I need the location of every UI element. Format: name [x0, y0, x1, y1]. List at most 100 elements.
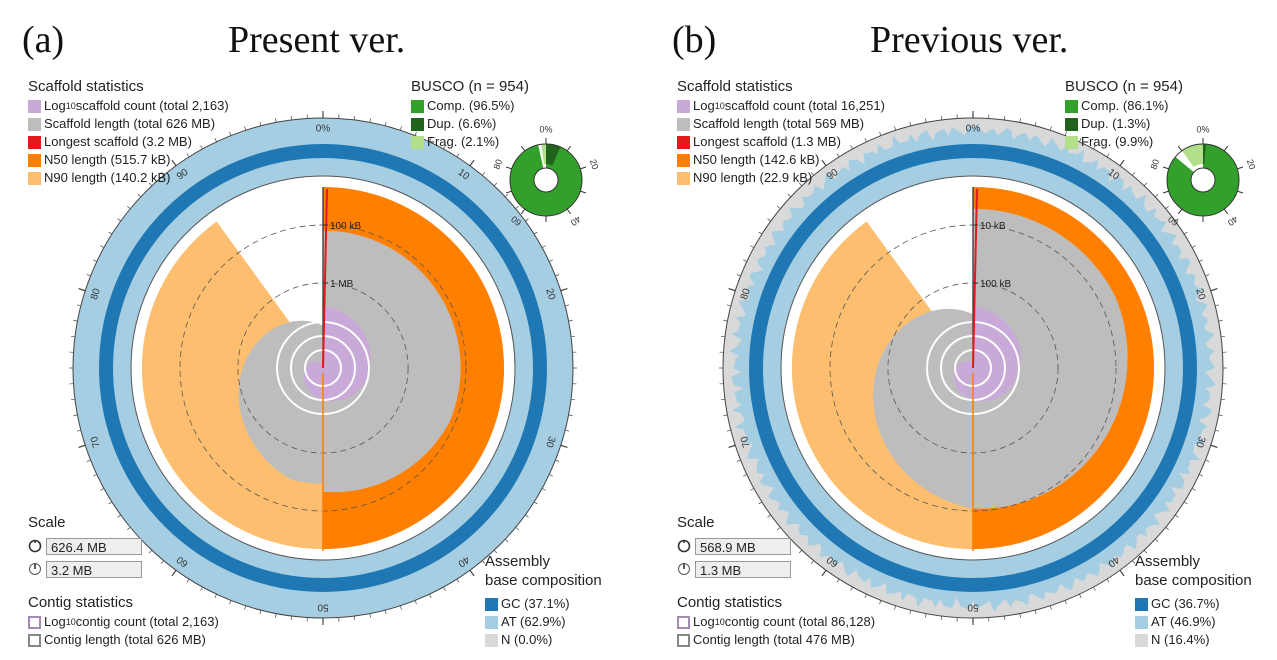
ring-tick — [1106, 153, 1110, 158]
ring-tick — [743, 474, 747, 477]
contig-statistics-legend: Contig statistics Log 10 contig count (to… — [28, 594, 219, 649]
contig-count-label-pre: Log — [693, 614, 715, 629]
ring-tick — [171, 159, 177, 167]
busco-frag-label: Frag. (2.1%) — [427, 134, 500, 149]
busco-tick — [1223, 145, 1229, 152]
radius-icon — [678, 563, 690, 575]
legend-n50: N50 length (515.7 kB) — [28, 151, 229, 169]
ring-tick — [1049, 605, 1052, 610]
ring-tick — [726, 429, 731, 432]
ring-tick — [1165, 527, 1169, 531]
ring-tick — [482, 560, 486, 564]
ring-tick — [429, 138, 432, 142]
n90-label: N90 length (22.9 kB) — [693, 170, 813, 185]
ring-tick-label: 20 — [543, 287, 557, 301]
panel-label: (b) — [672, 19, 717, 61]
ring-tick — [275, 613, 277, 618]
ring-tick — [259, 121, 262, 126]
base-composition-legend: Assembly base composition GC (36.7%) AT … — [1135, 553, 1252, 649]
ring-tick — [259, 610, 262, 615]
busco-dup-arc — [546, 144, 561, 166]
legend-contig-count: Log 10 contig count (total 2,163) — [28, 613, 219, 631]
ring-tick — [777, 205, 781, 209]
ring-tick — [1019, 613, 1021, 618]
busco-tick — [520, 145, 526, 152]
busco-tick — [1177, 208, 1183, 215]
ring-tick — [1205, 459, 1210, 462]
ring-tick — [836, 153, 840, 158]
n50-band — [973, 187, 1154, 549]
circumference-icon — [677, 539, 691, 553]
circumference-icon — [28, 539, 42, 553]
longest-swatch — [677, 135, 690, 149]
busco-comp-arc — [1167, 144, 1239, 216]
ring-tick-label: 80 — [89, 287, 103, 301]
busco-legend: BUSCO (n = 954) Comp. (96.5%) Dup. (6.6%… — [411, 78, 529, 151]
ring-tick — [1199, 259, 1203, 262]
scale-circumference-row: 568.9 MB — [677, 536, 791, 556]
ring-tick — [879, 131, 882, 136]
ring-tick — [555, 274, 560, 277]
ring-tick — [821, 159, 827, 167]
ring-tick — [1119, 569, 1125, 577]
contig-statistics-heading: Contig statistics — [28, 594, 134, 611]
busco-tick — [1223, 208, 1229, 215]
inner-ring-border — [130, 175, 516, 561]
ring-tick — [864, 138, 867, 142]
ring-tick — [810, 172, 814, 176]
busco-comp-label: Comp. (86.1%) — [1081, 98, 1169, 113]
ring-tick — [399, 126, 402, 131]
ring-tick — [568, 320, 573, 322]
longest-swatch — [28, 135, 41, 149]
busco-tick-label: 60 — [509, 214, 523, 228]
ring-tick — [565, 429, 570, 432]
ring-tick-label: 0% — [316, 124, 331, 135]
ring-tick — [353, 115, 356, 121]
ring-tick — [570, 335, 576, 338]
ring-tick — [720, 335, 726, 338]
busco-hole — [533, 167, 559, 193]
busco-tick — [580, 166, 587, 170]
ring-tick — [541, 488, 546, 491]
contig-count-label-post: contig count (total 86,128) — [724, 614, 876, 629]
ring-tick — [909, 610, 912, 615]
ring-tick — [1119, 159, 1125, 167]
n90-band — [792, 221, 973, 549]
busco-tick-label: 40 — [569, 214, 583, 228]
scale-radius-row: 1.3 MB — [677, 559, 791, 579]
ring-tick — [767, 514, 771, 518]
busco-dup-arc — [1203, 144, 1206, 165]
ring-tick — [736, 459, 741, 462]
n90-swatch — [28, 171, 41, 185]
ring-tick — [750, 488, 755, 491]
scaffold-count-label-pre: Log — [693, 98, 715, 113]
ring-tick — [229, 131, 232, 136]
ring-tick — [443, 586, 446, 591]
legend-n: N (16.4%) — [1135, 631, 1252, 649]
at-label: AT (46.9%) — [1151, 614, 1216, 629]
ring-tick — [1143, 182, 1148, 186]
busco-dup-label: Dup. (6.6%) — [427, 116, 497, 131]
ring-tick — [214, 594, 217, 598]
legend-at: AT (62.9%) — [485, 613, 602, 631]
ring-tick — [214, 138, 217, 142]
busco-tick — [505, 166, 512, 170]
ring-tick — [369, 613, 371, 618]
n50-label: N50 length (515.7 kB) — [44, 152, 171, 167]
ring-tick — [1199, 474, 1203, 477]
busco-tick-label: 20 — [588, 158, 601, 171]
at-swatch — [1135, 615, 1148, 629]
ring-tick — [726, 304, 731, 307]
ring-tick — [533, 501, 538, 505]
ring-tick — [777, 527, 781, 531]
base-composition-heading-2: base composition — [1135, 572, 1252, 589]
ring-tick — [186, 578, 190, 583]
ring-tick — [1132, 172, 1136, 176]
panel-title: Present ver. — [228, 19, 406, 61]
ring-tick — [568, 414, 573, 416]
ring-tick-label: 0% — [966, 124, 981, 135]
ring-tick — [200, 145, 203, 150]
scaffold-count-swatch — [677, 99, 690, 113]
ring-tick — [186, 153, 190, 158]
busco-tick-label: 80 — [492, 158, 505, 171]
